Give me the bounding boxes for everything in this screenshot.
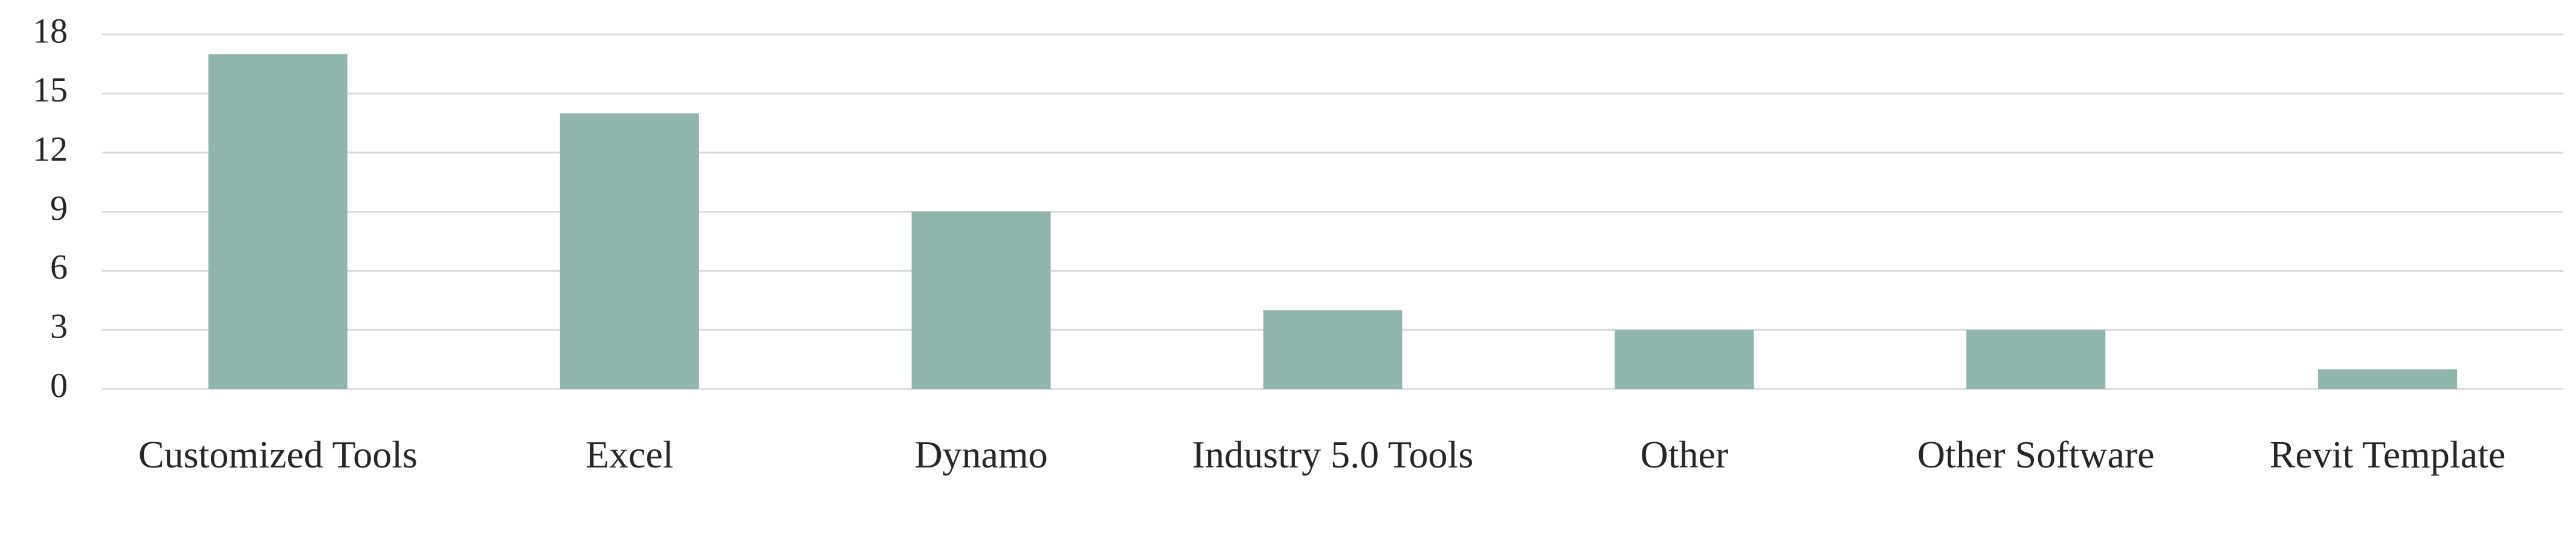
y-tick-label: 6 (50, 248, 68, 287)
x-tick-label: Customized Tools (138, 433, 418, 476)
bar (1615, 330, 1754, 389)
y-tick-label: 9 (50, 188, 68, 228)
bar (911, 211, 1051, 389)
bar (1966, 330, 2106, 389)
y-tick-label: 0 (50, 365, 68, 405)
bar (208, 54, 347, 390)
x-tick-label: Excel (585, 433, 674, 476)
x-tick-label: Dynamo (914, 433, 1048, 476)
y-tick-label: 12 (33, 129, 68, 169)
x-tick-label: Other (1640, 433, 1729, 476)
bar (1263, 310, 1403, 389)
x-tick-label: Revit Template (2269, 433, 2506, 476)
bar (560, 113, 699, 389)
x-tick-label: Other Software (1917, 433, 2155, 476)
y-tick-label: 18 (33, 11, 68, 50)
bar (2318, 369, 2458, 389)
y-tick-label: 15 (33, 70, 68, 109)
y-tick-label: 3 (50, 306, 68, 345)
x-tick-label: Industry 5.0 Tools (1192, 433, 1474, 476)
